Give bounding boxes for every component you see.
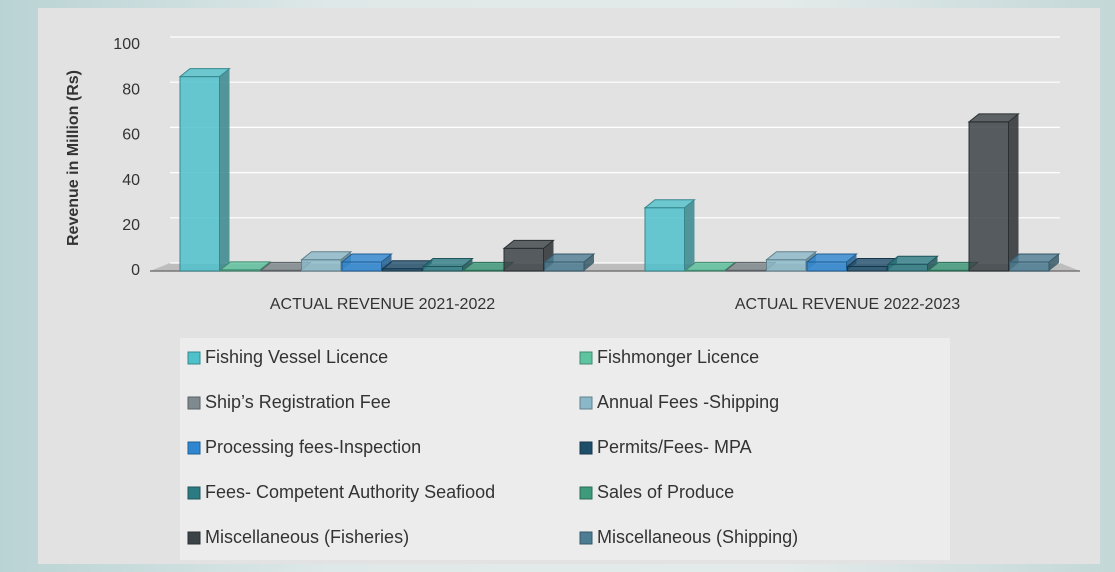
bar-side — [684, 199, 695, 271]
bar — [806, 261, 847, 272]
bar — [847, 265, 888, 272]
legend-label: Sales of Produce — [597, 482, 734, 502]
bar — [766, 259, 807, 272]
bar — [968, 121, 1009, 272]
bar — [179, 76, 220, 272]
bar — [341, 261, 382, 272]
legend-swatch — [187, 486, 201, 500]
legend-swatch — [579, 351, 593, 365]
legend-swatch — [187, 396, 201, 410]
bar-side — [584, 253, 594, 271]
legend-label: Fishing Vessel Licence — [205, 347, 388, 367]
bar — [644, 207, 685, 272]
y-tick-label: 40 — [122, 172, 140, 189]
legend-swatch — [579, 441, 593, 455]
bar — [887, 263, 928, 272]
legend-label: Fishmonger Licence — [597, 347, 759, 367]
bar-side — [1049, 253, 1059, 271]
bar — [301, 259, 342, 272]
legend-swatch — [579, 531, 593, 545]
legend-swatch — [187, 531, 201, 545]
bar-side — [219, 68, 230, 271]
legend-box — [180, 338, 950, 560]
legend-label: Processing fees-Inspection — [205, 437, 421, 457]
y-tick-label: 80 — [122, 81, 140, 98]
legend-swatch — [187, 351, 201, 365]
legend-swatch — [187, 441, 201, 455]
legend-swatch — [579, 486, 593, 500]
bar-side — [1008, 113, 1019, 271]
bar-side — [462, 258, 473, 271]
legend-label: Fees- Competent Authority Seafiood — [205, 482, 495, 502]
legend-label: Miscellaneous (Fisheries) — [205, 527, 409, 547]
y-tick-label: 100 — [113, 36, 140, 53]
legend-label: Annual Fees -Shipping — [597, 392, 779, 412]
bar — [503, 247, 544, 272]
y-tick-label: 60 — [122, 127, 140, 144]
legend-label: Permits/Fees- MPA — [597, 437, 752, 457]
legend-swatch — [579, 396, 593, 410]
bar-side — [381, 253, 392, 271]
bar-side — [927, 256, 938, 271]
y-axis-label: Revenue in Million (Rs) — [65, 70, 82, 246]
y-tick-label: 0 — [131, 262, 140, 279]
bar — [1009, 261, 1050, 272]
y-tick-label: 20 — [122, 217, 140, 234]
bar — [422, 265, 463, 272]
legend-label: Miscellaneous (Shipping) — [597, 527, 798, 547]
bar — [544, 261, 585, 272]
x-tick-label: ACTUAL REVENUE 2022-2023 — [735, 296, 960, 313]
legend-label: Ship’s Registration Fee — [205, 392, 391, 412]
x-tick-label: ACTUAL REVENUE 2021-2022 — [270, 296, 495, 313]
